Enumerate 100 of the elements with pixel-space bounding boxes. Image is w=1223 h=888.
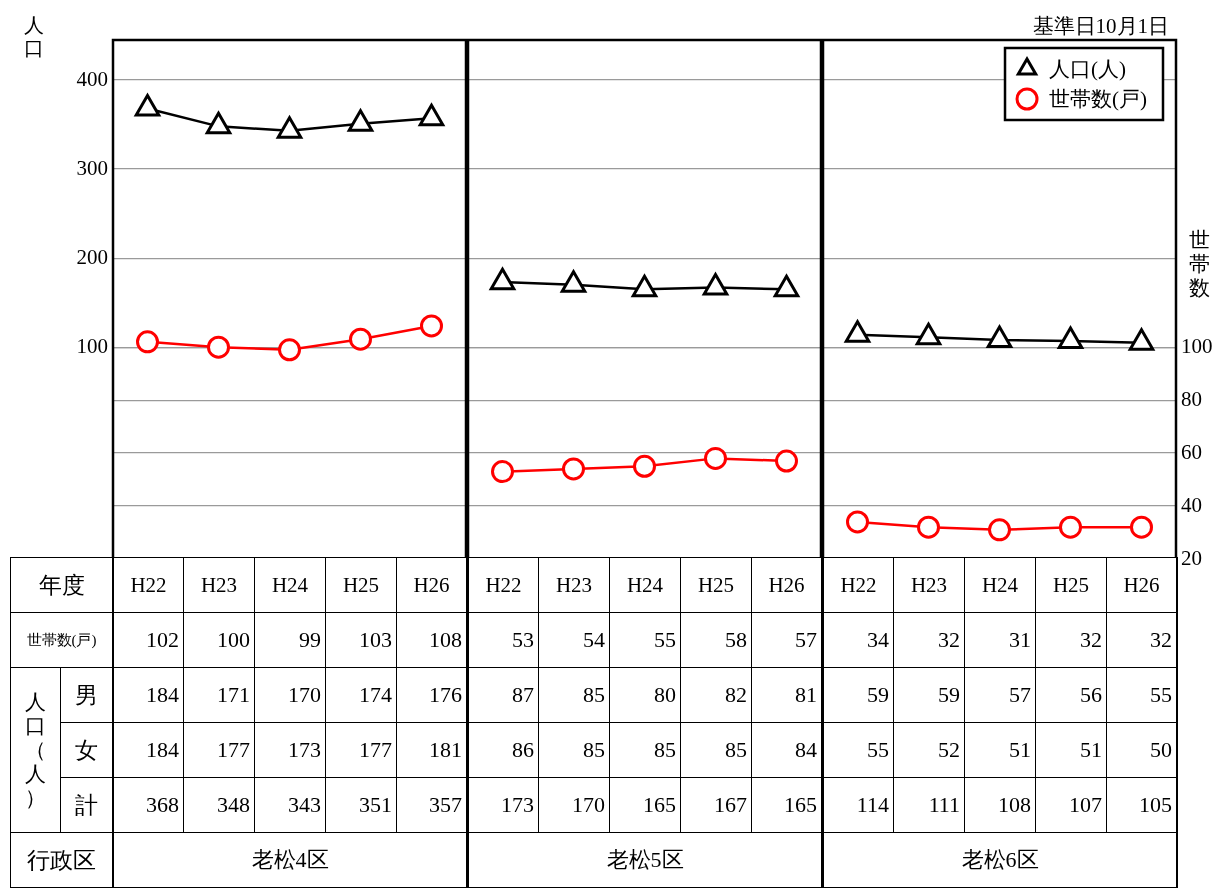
point <box>773 274 800 298</box>
x-tick-label: H26 <box>1123 572 1160 598</box>
point <box>560 270 587 293</box>
data-label: 32 <box>1035 612 1107 668</box>
data-label: 170 <box>538 777 610 833</box>
data-label: 351 <box>325 777 397 833</box>
data-label: 173 <box>467 777 539 833</box>
text: 世帯数(戸) <box>26 630 97 650</box>
data-label: 368 <box>112 777 184 833</box>
data-label: 55 <box>609 612 681 668</box>
x-tick-label: H26 <box>413 572 450 598</box>
data-label: 99 <box>254 612 326 668</box>
point <box>278 338 301 362</box>
y2-tick-label: 100 <box>1181 333 1213 358</box>
text: 基準日10月1日 <box>1032 14 1169 38</box>
text: 85 <box>654 737 676 762</box>
legend-label: 世帯数(戸) <box>1049 86 1148 111</box>
text: 177 <box>359 737 392 762</box>
x-tick-label: H22 <box>130 572 167 598</box>
x-tick-label: H25 <box>1052 572 1090 598</box>
point <box>704 446 727 470</box>
data-label: 53 <box>467 612 539 668</box>
y2-tick-label: 80 <box>1181 386 1202 411</box>
data-label: 165 <box>751 777 823 833</box>
text: 184 <box>146 737 179 762</box>
point <box>1057 326 1084 349</box>
point <box>1059 515 1082 539</box>
text: 84 <box>795 737 817 762</box>
y2-axis-title: 世帯数 <box>1189 228 1210 301</box>
legend-label: 人口(人) <box>1049 56 1127 81</box>
x-axis-title: 年度 <box>38 571 85 600</box>
data-label: 357 <box>396 777 468 833</box>
x-tick-label: H22 <box>840 572 877 598</box>
point <box>1128 328 1155 351</box>
y-tick-label: 300 <box>76 155 108 180</box>
text: 81 <box>795 682 817 707</box>
point <box>702 272 729 296</box>
y-axis-title: 人口 <box>24 14 44 60</box>
data-label: 107 <box>1035 777 1107 833</box>
data-label: 348 <box>183 777 255 833</box>
point <box>631 274 658 298</box>
point <box>136 330 159 354</box>
text: 55 <box>1150 682 1172 707</box>
point <box>775 449 798 473</box>
data-label: 165 <box>609 777 681 833</box>
point <box>349 327 372 351</box>
text: 男 <box>75 681 98 710</box>
text: 176 <box>429 682 462 707</box>
text: 184 <box>146 682 179 707</box>
data-label: 114 <box>822 777 894 833</box>
text: 59 <box>867 682 889 707</box>
point <box>915 322 942 346</box>
point <box>489 267 516 291</box>
x-tick-label: H23 <box>200 572 238 598</box>
data-label: 111 <box>893 777 965 833</box>
data-label: 343 <box>254 777 326 833</box>
data-label: 32 <box>893 612 965 668</box>
text: 86 <box>512 737 534 762</box>
data-label: 58 <box>680 612 752 668</box>
text: 51 <box>1080 737 1102 762</box>
text: 82 <box>725 682 747 707</box>
text: 87 <box>512 682 534 707</box>
text: 181 <box>429 737 462 762</box>
text: 59 <box>938 682 960 707</box>
text: 56 <box>1080 682 1102 707</box>
y-tick-label: 400 <box>76 66 108 91</box>
point <box>917 515 940 539</box>
text: 85 <box>725 737 747 762</box>
text: 85 <box>583 682 605 707</box>
point <box>844 320 871 343</box>
data-label: 105 <box>1106 777 1178 833</box>
text: 80 <box>654 682 676 707</box>
data-label: 31 <box>964 612 1036 668</box>
text: 85 <box>583 737 605 762</box>
y2-tick-label: 20 <box>1181 545 1202 570</box>
point <box>986 325 1013 349</box>
text: 51 <box>1009 737 1031 762</box>
text: 老松6区 <box>961 846 1039 874</box>
point <box>207 335 230 359</box>
x-tick-label: H25 <box>342 572 380 598</box>
x-tick-label: H24 <box>981 572 1019 598</box>
text: 52 <box>938 737 960 762</box>
data-label: 102 <box>112 612 184 668</box>
data-label: 108 <box>396 612 468 668</box>
text: 人口（人） <box>25 689 46 811</box>
data-label: 34 <box>822 612 894 668</box>
y2-tick-label: 60 <box>1181 439 1202 464</box>
x-tick-label: H24 <box>271 572 309 598</box>
y-tick-label: 200 <box>76 244 108 269</box>
x-tick-label: H23 <box>910 572 948 598</box>
point <box>1130 515 1153 539</box>
data-label: 100 <box>183 612 255 668</box>
point <box>633 454 656 478</box>
point <box>846 510 869 534</box>
data-label: 108 <box>964 777 1036 833</box>
data-label: 54 <box>538 612 610 668</box>
data-label: 32 <box>1106 612 1178 668</box>
point <box>491 460 514 484</box>
text: 老松4区 <box>251 846 329 874</box>
text: 55 <box>867 737 889 762</box>
